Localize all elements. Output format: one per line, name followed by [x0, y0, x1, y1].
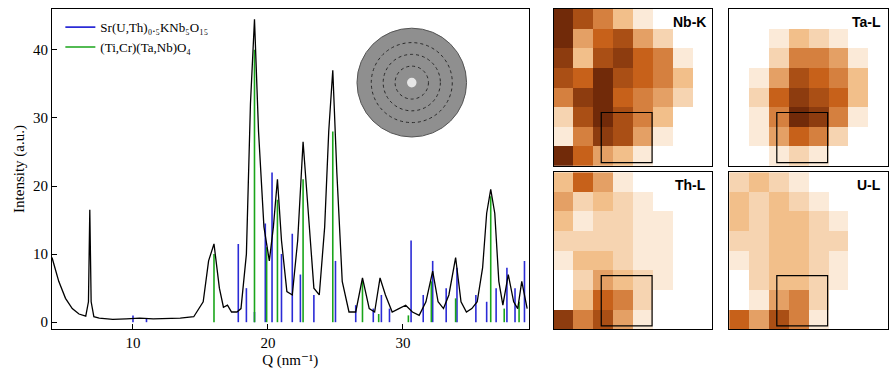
svg-text:Q (nm⁻¹): Q (nm⁻¹)	[262, 352, 318, 369]
svg-text:Nb-K: Nb-K	[673, 14, 706, 30]
svg-text:40: 40	[33, 42, 48, 58]
svg-text:Sr(U,Th)₀.₅KNb₅O₁₅: Sr(U,Th)₀.₅KNb₅O₁₅	[100, 20, 208, 35]
svg-text:U-L: U-L	[857, 177, 881, 193]
svg-text:20: 20	[260, 335, 275, 351]
svg-text:0: 0	[41, 314, 49, 330]
svg-text:30: 30	[33, 110, 48, 126]
svg-text:Intensity (a.u.): Intensity (a.u.)	[11, 125, 28, 213]
svg-text:30: 30	[395, 335, 410, 351]
svg-text:10: 10	[125, 335, 140, 351]
svg-text:Ta-L: Ta-L	[852, 14, 881, 30]
svg-text:Th-L: Th-L	[675, 177, 706, 193]
svg-text:20: 20	[33, 178, 48, 194]
svg-text:(Ti,Cr)(Ta,Nb)O₄: (Ti,Cr)(Ta,Nb)O₄	[100, 40, 191, 55]
svg-text:10: 10	[33, 246, 48, 262]
